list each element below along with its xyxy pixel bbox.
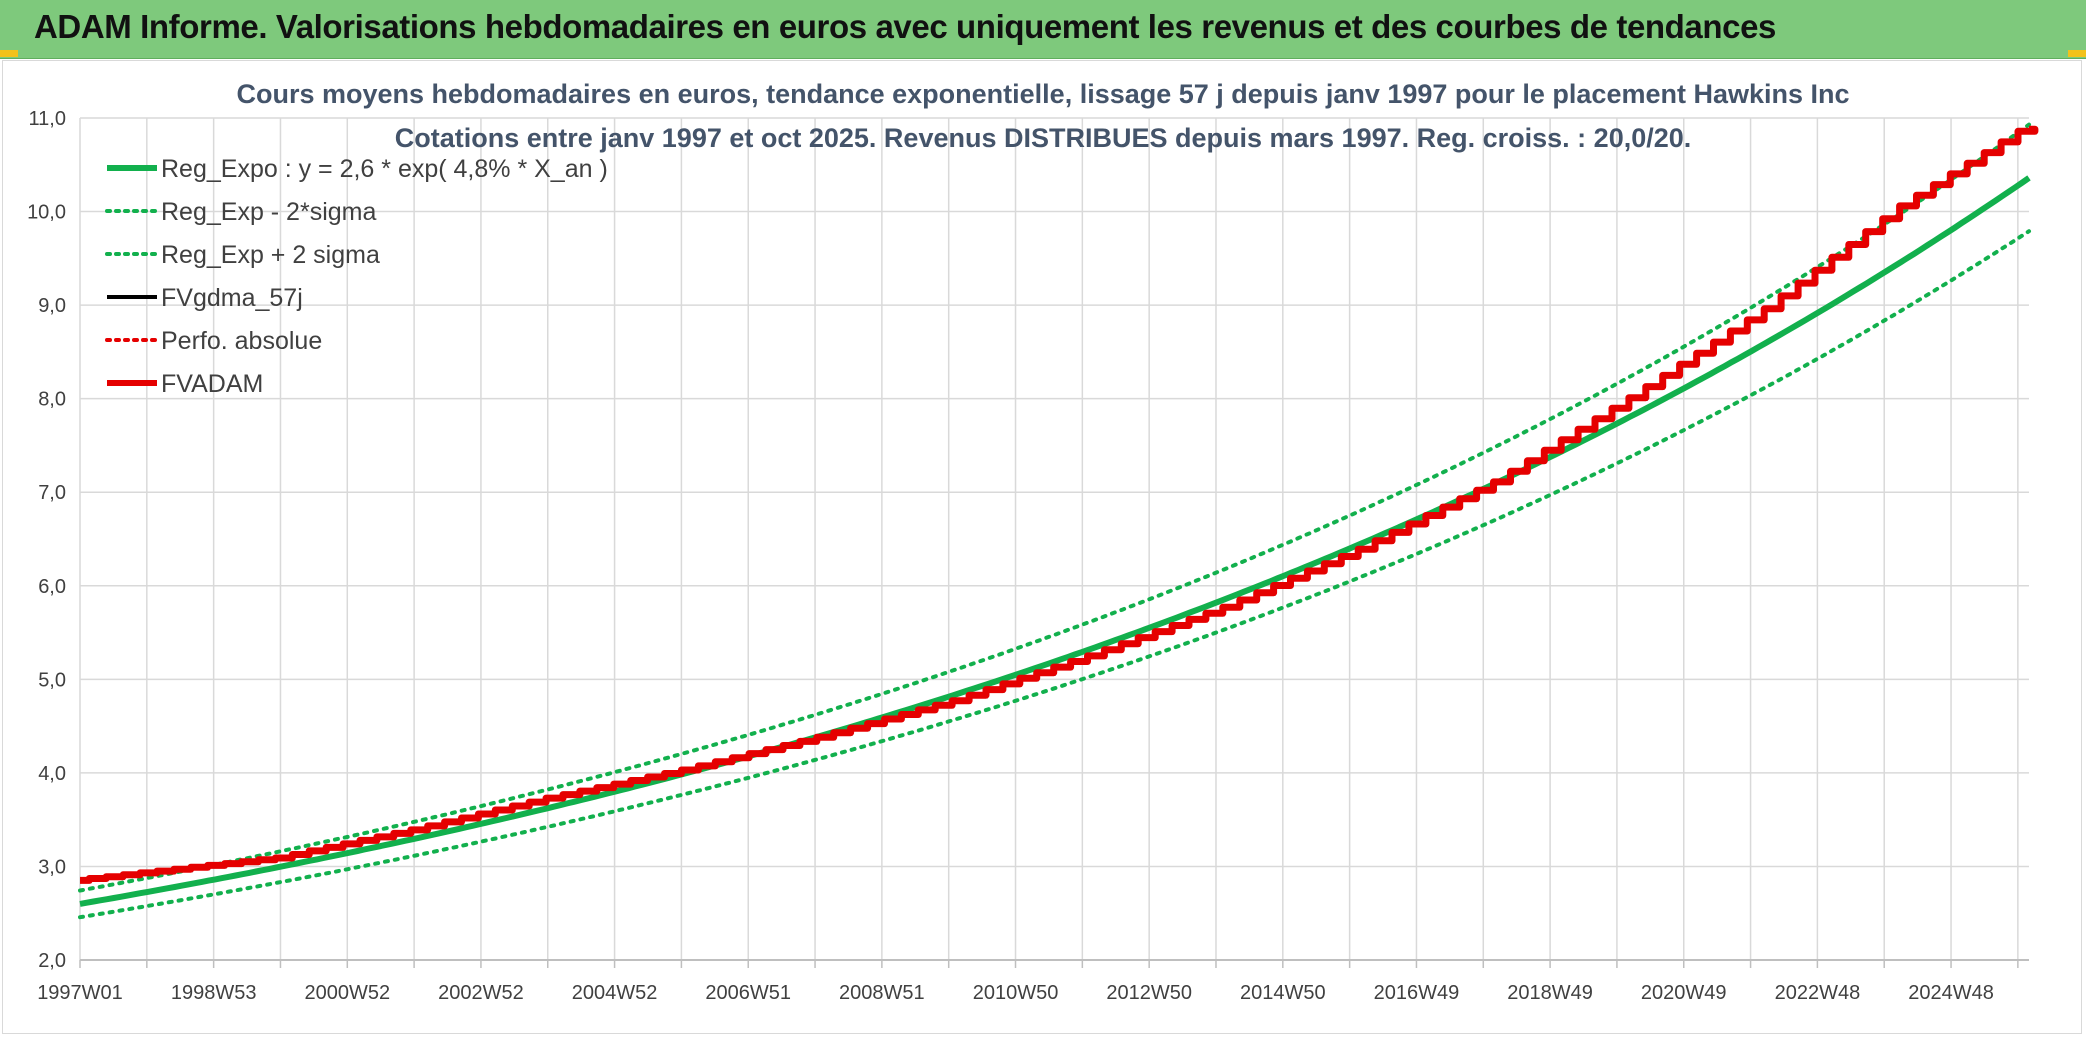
y-tick-label: 6,0 bbox=[38, 576, 66, 598]
chart-svg: 11,0 10,0 9,0 8,0 7,0 6,0 5,0 4,0 3,0 2,0 1997W01 1… bbox=[27, 79, 2039, 1004]
x-tick-label: 2018W49 bbox=[1507, 982, 1593, 1004]
x-tick-label: 1998W53 bbox=[171, 982, 257, 1004]
y-tick-label: 7,0 bbox=[38, 482, 66, 504]
y-tick-label: 9,0 bbox=[38, 295, 66, 317]
x-tick-label: 1997W01 bbox=[37, 982, 123, 1004]
x-tick-label: 2004W52 bbox=[572, 982, 658, 1004]
y-tick-label: 10,0 bbox=[27, 202, 66, 224]
series-reg-minus-2sigma bbox=[78, 229, 2031, 920]
x-tick-label: 2024W48 bbox=[1908, 982, 1994, 1004]
legend: Reg_Expo : y = 2,6 * exp( 4,8% * X_an ) R… bbox=[105, 155, 608, 398]
legend-label: Perfo. absolue bbox=[161, 327, 322, 355]
y-tick-label: 8,0 bbox=[38, 389, 66, 411]
y-tick-label: 5,0 bbox=[38, 669, 66, 691]
chart-title-line1: Cours moyens hebdomadaires en euros, ten… bbox=[236, 79, 1849, 109]
y-tick-label: 11,0 bbox=[29, 108, 66, 130]
grid-lines bbox=[79, 117, 2029, 961]
x-tick-label: 2016W49 bbox=[1374, 982, 1460, 1004]
y-tick-label: 4,0 bbox=[38, 763, 66, 785]
header-accent-right bbox=[2068, 50, 2086, 57]
axes: 11,0 10,0 9,0 8,0 7,0 6,0 5,0 4,0 3,0 2,0 1997W01 1… bbox=[27, 108, 2029, 1004]
x-tick-label: 2000W52 bbox=[304, 982, 390, 1004]
series-layer bbox=[78, 122, 2039, 920]
x-tick-label: 2020W49 bbox=[1641, 982, 1727, 1004]
series-perfo-absolue bbox=[80, 128, 2036, 882]
y-tick-label: 2,0 bbox=[38, 950, 66, 972]
chart-panel: 11,0 10,0 9,0 8,0 7,0 6,0 5,0 4,0 3,0 2,0 1997W01 1… bbox=[2, 60, 2082, 1034]
legend-label: Reg_Expo : y = 2,6 * exp( 4,8% * X_an ) bbox=[161, 155, 608, 183]
report-title: ADAM Informe. Valorisations hebdomadaire… bbox=[34, 8, 1776, 45]
header-accent-left bbox=[0, 50, 18, 57]
legend-label: FVADAM bbox=[161, 370, 263, 398]
report-header: ADAM Informe. Valorisations hebdomadaire… bbox=[0, 0, 2086, 59]
legend-label: Reg_Exp - 2*sigma bbox=[161, 198, 376, 226]
x-tick-label: 2008W51 bbox=[839, 982, 925, 1004]
legend-label: FVgdma_57j bbox=[161, 284, 303, 312]
legend-label: Reg_Exp + 2 sigma bbox=[161, 241, 380, 269]
x-tick-label: 2012W50 bbox=[1106, 982, 1192, 1004]
x-tick-label: 2022W48 bbox=[1775, 982, 1861, 1004]
x-tick-label: 2010W50 bbox=[973, 982, 1059, 1004]
series-reg-plus-2sigma bbox=[78, 122, 2031, 893]
x-tick-label: 2002W52 bbox=[438, 982, 524, 1004]
y-tick-label: 3,0 bbox=[38, 856, 66, 878]
x-tick-label: 2014W50 bbox=[1240, 982, 1326, 1004]
chart-title-line2: Cotations entre janv 1997 et oct 2025. R… bbox=[395, 123, 1692, 153]
series-reg-expo bbox=[79, 175, 2031, 907]
x-tick-label: 2006W51 bbox=[705, 982, 791, 1004]
